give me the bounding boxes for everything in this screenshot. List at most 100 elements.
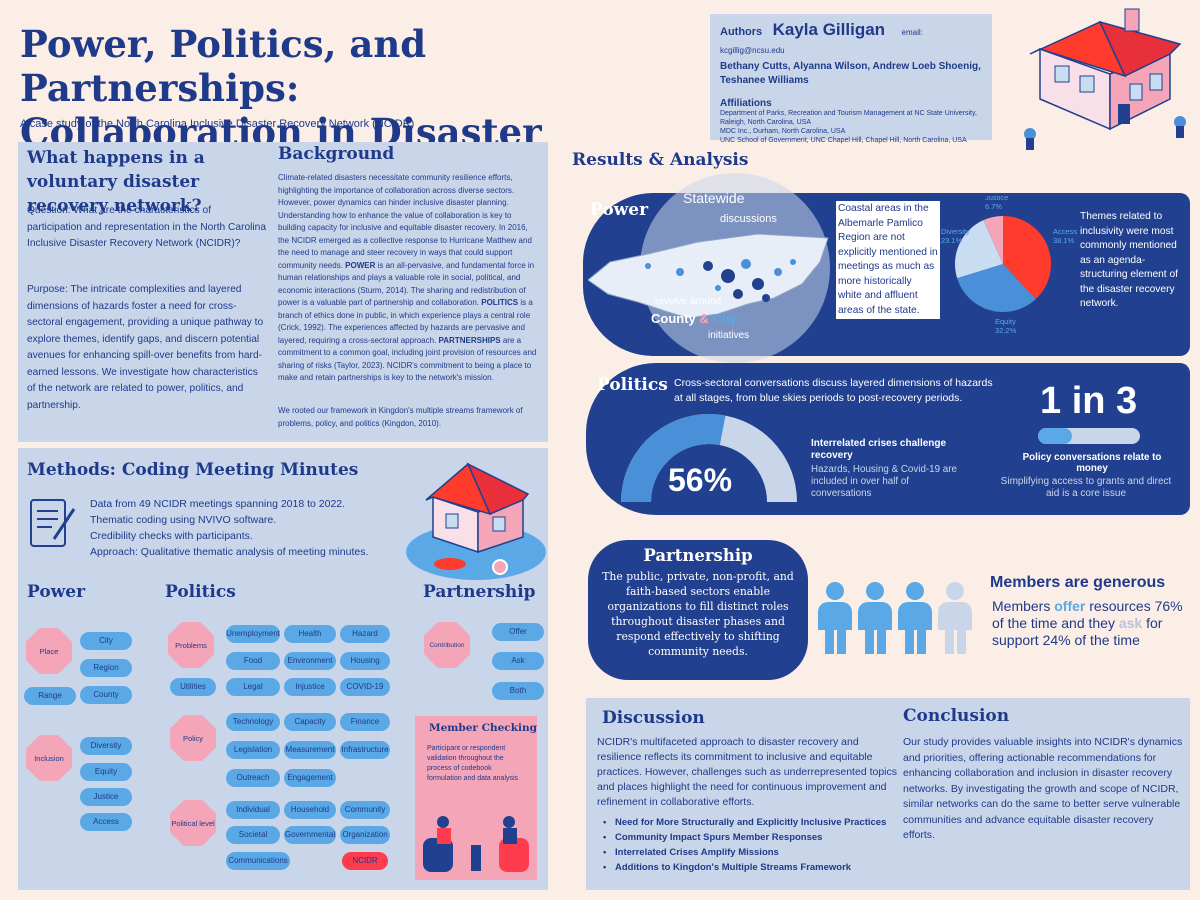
code-range: Range	[24, 687, 76, 705]
gauge-fill	[621, 414, 726, 502]
question-text: Question: What are the characteristics o…	[27, 205, 266, 249]
partnership-results-heading: Partnership	[643, 546, 753, 565]
person-icon	[818, 582, 852, 654]
discussion-bullets: Need for More Structurally and Explicitl…	[599, 815, 899, 875]
themes-text: Themes related to inclusivity were most …	[1080, 211, 1178, 309]
gauge-chart	[621, 414, 797, 502]
pie-slice-justice	[983, 216, 1003, 264]
code-outreach: Outreach	[226, 769, 280, 787]
initiatives-label: initiatives	[708, 330, 750, 341]
politics-intro: Cross-sectoral conversations discuss lay…	[674, 377, 993, 404]
code-legislation: Legislation	[226, 741, 280, 759]
code-equity: Equity	[80, 763, 132, 781]
code-problems: Problems	[168, 622, 214, 668]
methods-heading: Methods: Coding Meeting Minutes	[27, 460, 359, 480]
methods-item: Credibility checks with participants.	[90, 530, 253, 542]
results-heading: Results & Analysis	[572, 150, 749, 170]
code-capacity: Capacity	[284, 713, 336, 731]
gauge-value-label: 56%	[668, 462, 733, 498]
authors-label: Authors	[720, 26, 763, 38]
coastal-text: Coastal areas in the Albemarle Pamlico R…	[836, 201, 940, 319]
background-framework: We rooted our framework in Kingdon's mul…	[278, 406, 523, 428]
discussion-bullet: Need for More Structurally and Explicitl…	[599, 815, 899, 830]
code-offer: Offer	[492, 623, 544, 641]
pie-label-justice: Justice	[985, 196, 1008, 202]
pie-slice-equity	[957, 264, 1036, 312]
ratio-progress-bar	[1038, 428, 1140, 444]
code-infrastructure: Infrastructure	[340, 741, 390, 759]
poster-subtitle: A case study of the North Carolina Inclu…	[20, 118, 415, 130]
affiliations: Department of Parks, Recreation and Tour…	[720, 110, 977, 144]
purpose-text: Purpose: The intricate complexities and …	[27, 284, 264, 411]
code-governmental: Governmental	[284, 826, 336, 844]
member-checking-text: Participant or respondent validation thr…	[427, 745, 519, 782]
code-city: City	[80, 632, 132, 650]
code-county: County	[80, 686, 132, 704]
pie-label-diversity: 23.1%	[941, 236, 963, 245]
code-hazard: Hazard	[340, 625, 390, 643]
code-community: Community	[340, 801, 390, 819]
code-ask: Ask	[492, 652, 544, 670]
one-in-three-label: 1 in 3	[1040, 380, 1138, 422]
code-access: Access	[80, 813, 132, 831]
generous-text: Members offer resources 76% of the time …	[992, 598, 1183, 648]
conclusion-text: Our study provides valuable insights int…	[903, 736, 1183, 841]
money-text: Simplifying access to grants and direct …	[1000, 476, 1172, 499]
code-environment: Environment	[284, 652, 336, 670]
code-housing: Housing	[340, 652, 390, 670]
code-unemployment: Unemployment	[226, 625, 280, 643]
background-heading: Background	[278, 144, 395, 164]
code-food: Food	[226, 652, 280, 670]
statewide-label: Statewide	[683, 190, 745, 206]
code-injustice: Injustice	[284, 678, 336, 696]
pie-label-equity: 32.2%	[995, 326, 1017, 335]
code-political-level: Political level	[170, 800, 216, 846]
member-checking-card: Member Checking Participant or responden…	[415, 716, 537, 880]
code-finance: Finance	[340, 713, 390, 731]
generous-heading: Members are generous	[990, 574, 1166, 591]
code-region: Region	[80, 659, 132, 677]
power-results-heading: Power	[590, 200, 649, 220]
methods-item: Approach: Qualitative thematic analysis …	[90, 546, 369, 558]
crisis-text: Hazards, Housing & Covid-19 are included…	[811, 464, 957, 499]
nc-map	[588, 233, 829, 319]
codebook-politics-heading: Politics	[165, 582, 236, 602]
code-inclusion: Inclusion	[26, 735, 72, 781]
progress-fill	[1038, 428, 1072, 444]
code-diversity: Diversity	[80, 737, 132, 755]
pie-label-access: Access	[1053, 227, 1077, 236]
person-icon	[898, 582, 932, 654]
code-justice: Justice	[80, 788, 132, 806]
discussion-bullet: Interrelated Crises Amplify Missions	[599, 845, 899, 860]
pie-label-access: 38.1%	[1053, 236, 1075, 245]
person-icon	[938, 582, 972, 654]
politics-results-heading: Politics	[597, 375, 668, 395]
discussion-bullet: Community Impact Spurs Member Responses	[599, 830, 899, 845]
code-policy: Policy	[170, 715, 216, 761]
pie-label-equity: Equity	[995, 317, 1016, 326]
question-heading: What happens in a voluntary disaster rec…	[27, 148, 205, 216]
code-household: Household	[284, 801, 336, 819]
crisis-heading: Interrelated crises challenge recovery	[811, 438, 947, 461]
code-health: Health	[284, 625, 336, 643]
methods-list: Data from 49 NCIDR meetings spanning 201…	[90, 496, 390, 560]
house-illustration	[1024, 8, 1186, 150]
code-engagement: Engagement	[284, 769, 336, 787]
partnership-results-text: The public, private, non-profit, and fai…	[602, 570, 794, 658]
coauthors: Bethany Cutts, Alyanna Wilson, Andrew Lo…	[720, 61, 981, 86]
conversation-illustration	[423, 816, 529, 872]
code-legal: Legal	[226, 678, 280, 696]
flooded-house-illustration	[406, 462, 546, 580]
lead-author: Kayla Gilligan	[772, 20, 886, 39]
pie-label-justice: 6.7%	[985, 202, 1002, 211]
code-utilities: Utilities	[170, 678, 216, 696]
document-pen-icon	[30, 499, 76, 547]
affiliations-label: Affiliations	[720, 98, 772, 109]
author-email[interactable]: email: kcgillig@ncsu.edu	[720, 28, 923, 55]
question-background-panel	[18, 142, 548, 442]
code-both: Both	[492, 682, 544, 700]
discussion-bullet: Additions to Kingdon's Multiple Streams …	[599, 860, 899, 875]
discussion-text: NCIDR's multifaceted approach to disaste…	[597, 736, 897, 808]
codebook-power-heading: Power	[27, 582, 86, 602]
